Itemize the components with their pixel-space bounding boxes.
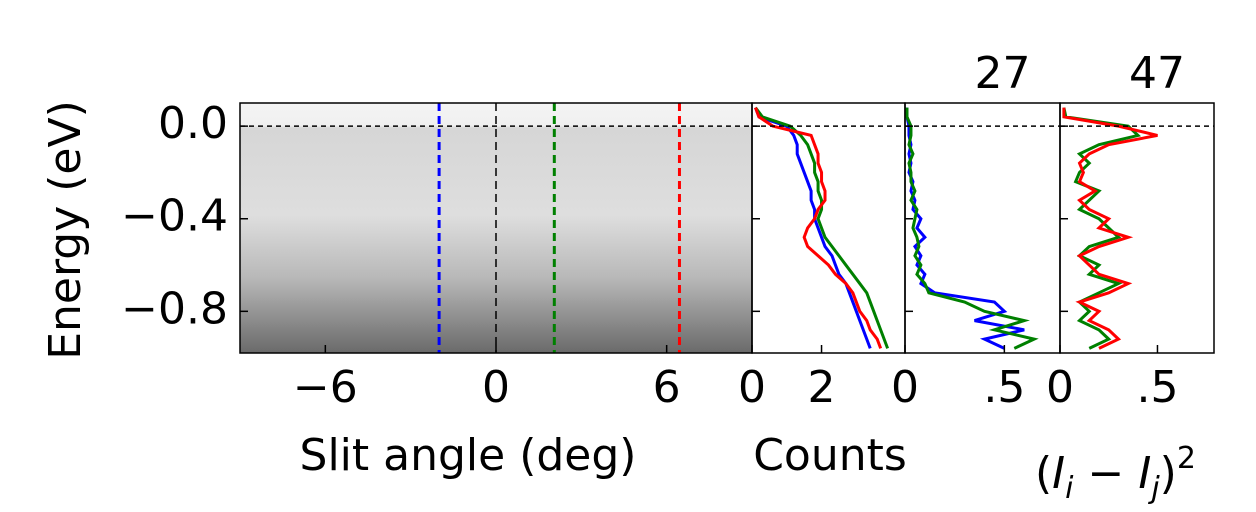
curve <box>1062 107 1142 350</box>
panel-title: 47 <box>1129 48 1185 99</box>
x-axis-label-part: − <box>1074 448 1139 499</box>
x-axis-label-part: j <box>1147 471 1160 506</box>
curve <box>754 107 872 349</box>
x-axis-label-part: ( <box>1035 448 1052 499</box>
curve <box>905 107 1025 350</box>
x-tick-label: 0 <box>482 362 510 413</box>
x-axis-label: Slit angle (deg) <box>300 430 637 481</box>
x-axis-label-part: I <box>1138 448 1151 499</box>
frame <box>751 102 906 354</box>
x-tick-label: 0 <box>891 362 919 413</box>
x-axis-label-part: ) <box>1160 448 1177 499</box>
x-axis-label-part: i <box>1065 471 1074 506</box>
x-tick-label: −6 <box>293 362 358 413</box>
x-axis-label-part: I <box>1052 448 1065 499</box>
y-tick-label: 0.0 <box>158 98 228 149</box>
x-tick-label: .5 <box>983 362 1025 413</box>
curve <box>1062 107 1158 350</box>
y-tick-label: −0.8 <box>121 283 228 334</box>
frame <box>904 102 1061 354</box>
y-axis-label: Energy (eV) <box>40 100 91 360</box>
x-axis-label: Counts <box>753 430 907 481</box>
curve <box>754 107 883 349</box>
x-tick-label: 0 <box>1046 362 1074 413</box>
panel-title: 27 <box>975 48 1031 99</box>
y-tick-label: −0.4 <box>121 191 228 242</box>
frame <box>1059 102 1215 354</box>
x-tick-label: 2 <box>808 362 836 413</box>
x-axis-label: (Ii − Ij)2 <box>1035 441 1196 506</box>
curve <box>754 106 890 349</box>
curve <box>905 107 1039 350</box>
x-tick-label: .5 <box>1136 362 1178 413</box>
x-tick-label: 0 <box>738 362 766 413</box>
x-axis-label-part: 2 <box>1177 441 1196 476</box>
x-tick-label: 6 <box>653 362 681 413</box>
